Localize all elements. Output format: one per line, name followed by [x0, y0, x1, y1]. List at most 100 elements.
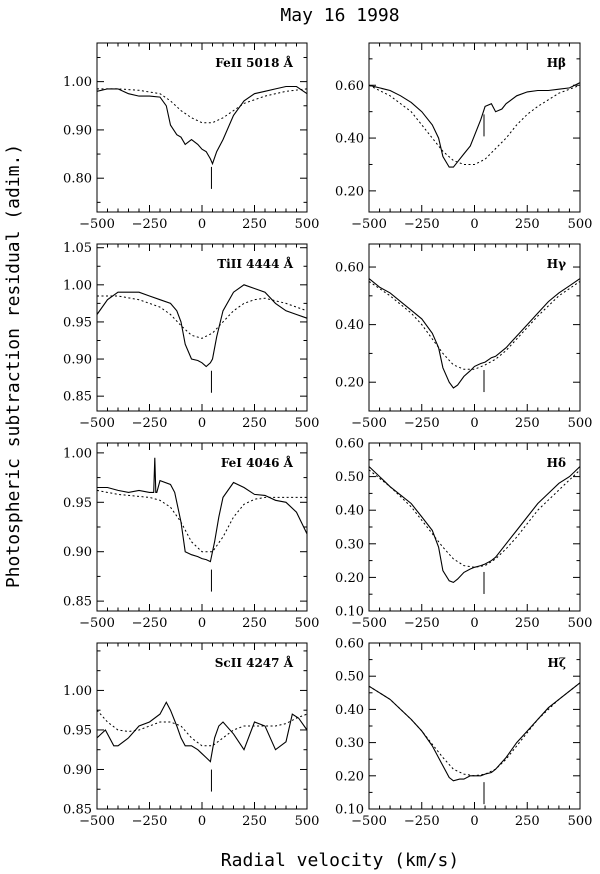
- y-tick-label: 0.90: [63, 123, 92, 138]
- model-profile-line: [96, 489, 307, 553]
- x-tick-label: −250: [132, 814, 168, 829]
- x-tick-label: 500: [568, 814, 593, 829]
- x-tick-label: 0: [470, 616, 478, 631]
- x-tick-label: −250: [404, 416, 440, 431]
- y-tick-label: 0.40: [335, 504, 364, 519]
- x-tick-label: −250: [404, 616, 440, 631]
- x-tick-label: 250: [515, 416, 540, 431]
- x-tick-label: 0: [470, 814, 478, 829]
- x-tick-label: 500: [295, 814, 320, 829]
- y-tick-label: 0.40: [335, 318, 364, 333]
- y-tick-label: 0.10: [335, 803, 364, 818]
- x-tick-label: −250: [132, 616, 168, 631]
- y-tick-label: 0.90: [63, 353, 92, 368]
- observed-profile-line: [97, 457, 308, 563]
- y-tick-label: 0.85: [63, 595, 92, 610]
- y-tick-label: 1.00: [63, 278, 92, 293]
- model-profile-line: [368, 469, 581, 568]
- panel-label: TiII 4444 Å: [217, 256, 293, 271]
- y-tick-label: 0.95: [63, 315, 92, 330]
- x-tick-label: −250: [404, 217, 440, 232]
- observed-profile-line: [368, 82, 581, 168]
- observed-profile-line: [368, 682, 581, 782]
- y-tick-label: 0.20: [335, 376, 364, 391]
- observed-profile-line: [96, 284, 308, 368]
- x-tick-label: 500: [295, 217, 320, 232]
- y-tick-label: 0.85: [63, 390, 92, 405]
- model-profile-line: [96, 709, 308, 747]
- observed-profile-line: [96, 85, 308, 166]
- x-tick-label: −500: [79, 416, 115, 431]
- y-tick-label: 0.20: [335, 769, 364, 784]
- x-tick-label: −250: [132, 416, 168, 431]
- panel-label: FeII 5018 Å: [215, 55, 293, 70]
- panel-8: −500 −250 0 250 500 0.10 0.20 0.30 0.40 0.50 0.60 H…: [335, 637, 592, 830]
- panel-4: −500 −250 0 250 500 0.20 0.40 0.60 Hγ: [335, 243, 593, 431]
- panel-label: ScII 4247 Å: [215, 655, 294, 670]
- y-tick-label: 0.20: [335, 571, 364, 586]
- y-tick-label: 0.60: [335, 637, 364, 652]
- panel-6: −500 −250 0 250 500 0.10 0.20 0.30 0.40 0.50 0.60 H…: [335, 437, 592, 632]
- x-tick-label: −500: [351, 217, 387, 232]
- panel-label: Hζ: [548, 656, 566, 670]
- panel-label: Hδ: [547, 456, 566, 470]
- y-tick-label: 0.60: [335, 437, 364, 452]
- x-tick-label: −250: [404, 814, 440, 829]
- x-tick-label: −250: [132, 217, 168, 232]
- y-tick-label: 0.20: [335, 184, 364, 199]
- y-tick-label: 0.90: [63, 763, 92, 778]
- panel-2: −500 −250 0 250 500 0.20 0.40 0.60 Hβ: [335, 42, 593, 232]
- x-tick-label: 250: [242, 217, 267, 232]
- x-tick-label: 0: [198, 616, 206, 631]
- y-tick-label: 0.50: [335, 670, 364, 685]
- x-tick-label: −500: [79, 616, 115, 631]
- x-tick-label: −500: [79, 814, 115, 829]
- x-tick-label: −500: [351, 814, 387, 829]
- y-tick-label: 0.80: [63, 172, 92, 187]
- panel-7: −500 −250 0 250 500 0.85 0.90 0.95 1.00 ScII 4247…: [63, 642, 320, 829]
- y-tick-label: 0.40: [335, 132, 364, 147]
- x-tick-label: 0: [198, 217, 206, 232]
- x-tick-label: 0: [470, 217, 478, 232]
- y-tick-label: 0.30: [335, 537, 364, 552]
- y-tick-label: 0.10: [335, 605, 364, 620]
- y-tick-label: 0.95: [63, 723, 92, 738]
- x-tick-label: 500: [295, 616, 320, 631]
- observed-profile-line: [368, 466, 581, 584]
- x-tick-label: 0: [198, 416, 206, 431]
- panel-1: −500 −250 0 250 500 0.80 0.90 1.00 FeII 5018 Å: [63, 42, 320, 232]
- x-tick-label: 500: [568, 416, 593, 431]
- y-tick-label: 1.00: [63, 684, 92, 699]
- y-tick-label: 0.60: [335, 261, 364, 276]
- panel-label: Hγ: [547, 257, 566, 271]
- y-tick-label: 0.50: [335, 470, 364, 485]
- x-tick-label: −500: [351, 416, 387, 431]
- y-tick-label: 0.90: [63, 545, 92, 560]
- x-tick-label: −500: [79, 217, 115, 232]
- y-tick-label: 1.05: [63, 241, 92, 256]
- y-tick-label: 1.00: [63, 446, 92, 461]
- y-axis-label: Photospheric subtraction residual (adim.…: [3, 144, 24, 588]
- y-tick-label: 0.30: [335, 736, 364, 751]
- model-profile-line: [368, 280, 581, 370]
- y-tick-label: 1.00: [63, 75, 92, 90]
- x-tick-label: −500: [351, 616, 387, 631]
- y-tick-label: 0.40: [335, 703, 364, 718]
- y-tick-label: 0.85: [63, 803, 92, 818]
- figure-title: May 16 1998: [280, 5, 399, 26]
- model-profile-line: [368, 682, 581, 777]
- panel-5: −500 −250 0 250 500 0.85 0.90 0.95 1.00 FeI 4046 …: [63, 442, 320, 631]
- x-tick-label: 250: [242, 416, 267, 431]
- x-tick-label: 250: [242, 814, 267, 829]
- x-tick-label: 250: [515, 814, 540, 829]
- panel-label: Hβ: [547, 56, 566, 70]
- x-tick-label: 0: [198, 814, 206, 829]
- observed-profile-line: [96, 701, 308, 763]
- x-tick-label: 250: [515, 217, 540, 232]
- x-tick-label: 500: [568, 616, 593, 631]
- panel-3: −500 −250 0 250 500 0.85 0.90 0.95 1.00 1.05 TiII …: [63, 241, 319, 431]
- x-tick-label: 500: [568, 217, 593, 232]
- model-profile-line: [97, 88, 308, 124]
